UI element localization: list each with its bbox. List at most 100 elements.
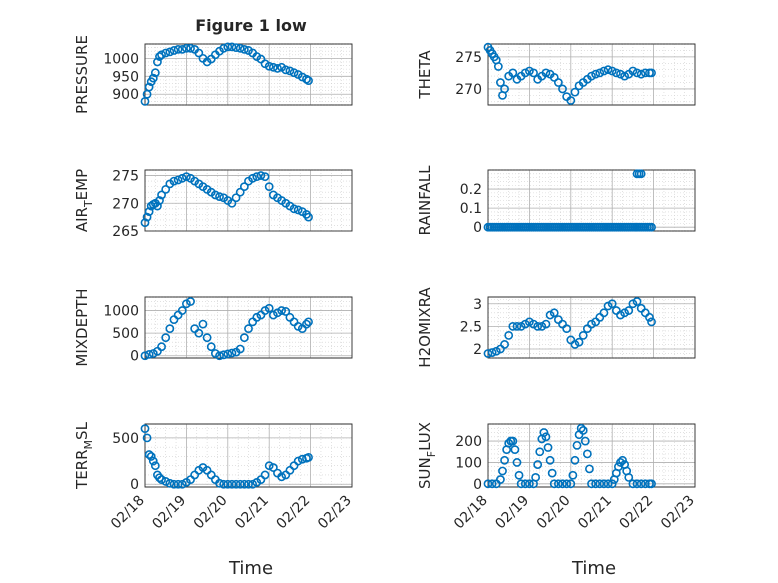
data-point (293, 456, 303, 466)
axes-box (487, 43, 696, 106)
y-axis-label: AIRTEMP (73, 169, 95, 232)
axes-box (144, 43, 353, 106)
data-point (215, 478, 224, 488)
data-point (483, 349, 493, 358)
subplot-h2omixra: 2 2.5 3 H2OMIXRA (416, 287, 696, 368)
data-point (227, 348, 237, 358)
data-point (624, 472, 634, 482)
data-point (153, 57, 162, 67)
data-point (541, 319, 551, 329)
data-point (493, 62, 503, 71)
data-point (210, 190, 220, 200)
data-point (304, 212, 313, 222)
data-point (277, 472, 287, 482)
data-point (231, 193, 241, 203)
data-point (169, 176, 179, 186)
data-point (256, 171, 266, 180)
data-point (181, 43, 191, 53)
data-point (549, 479, 559, 489)
data-point (585, 464, 594, 474)
data-point (231, 43, 241, 52)
data-point (173, 479, 183, 489)
data-point (549, 72, 559, 82)
data-point (268, 62, 278, 72)
data-point (547, 468, 557, 478)
data-point (157, 190, 166, 200)
y-tick-label: 2 (473, 342, 482, 358)
data-point (632, 68, 642, 78)
data-point (202, 333, 212, 343)
data-point (157, 50, 166, 60)
data-point (142, 433, 152, 443)
data-point (227, 42, 237, 52)
data-point (628, 479, 638, 489)
x-tick-label: 02/23 (658, 493, 698, 533)
data-point (239, 44, 249, 54)
x-tick-label: 02/23 (315, 493, 355, 533)
data-point (487, 348, 497, 357)
data-point (157, 342, 166, 352)
y-tick-label: 500 (112, 431, 139, 447)
data-point (289, 204, 299, 214)
subplot-air-temp: 265 270 275 AIRTEMP (73, 169, 353, 240)
data-point (607, 66, 617, 76)
data-point (142, 212, 152, 222)
data-point (239, 333, 249, 343)
x-tick-label: 02/21 (575, 493, 615, 533)
data-point (264, 461, 274, 471)
data-point (500, 84, 509, 94)
data-point (277, 306, 287, 315)
data-point (570, 455, 580, 465)
data-point (248, 479, 258, 489)
data-point (206, 342, 216, 352)
data-point (235, 187, 245, 197)
subplot-pressure: 900 950 1000 PRESSURE (73, 35, 353, 114)
data-point (293, 205, 303, 215)
subplot-theta: 270 275 THETA (416, 42, 696, 106)
data-point (140, 424, 150, 434)
data-point (235, 344, 245, 354)
data-point (647, 317, 656, 327)
data-point (529, 68, 538, 78)
data-point (562, 324, 572, 334)
axes-box (144, 169, 353, 232)
y-tick-label: 270 (112, 196, 139, 212)
y-tick-label: 0.1 (460, 201, 482, 217)
y-axis-label: SUNFLUX (416, 422, 438, 489)
data-point (248, 173, 258, 183)
data-point (516, 479, 526, 489)
y-tick-label: 2.5 (460, 319, 482, 335)
data-point (244, 479, 253, 489)
data-point (508, 321, 518, 331)
data-point (186, 297, 195, 306)
data-point (194, 328, 204, 338)
data-point (165, 324, 175, 334)
data-point (304, 452, 313, 462)
data-point (558, 479, 567, 489)
data-point (599, 308, 609, 318)
data-point (223, 42, 233, 52)
data-point (177, 44, 187, 54)
data-point (599, 66, 609, 76)
data-point (144, 207, 154, 216)
y-tick-label: 1000 (103, 51, 139, 67)
data-point (624, 306, 634, 315)
y-tick-label: 0 (473, 220, 482, 236)
data-point (150, 461, 160, 471)
x-axis-label-right: Time (571, 558, 616, 579)
data-point (281, 65, 291, 75)
data-point (572, 440, 582, 450)
data-point (273, 64, 282, 73)
data-point (636, 479, 646, 489)
data-point (531, 472, 541, 482)
data-point (535, 447, 545, 457)
y-axis-label: H2OMIXRA (416, 287, 434, 368)
data-point (215, 351, 224, 361)
data-point (591, 69, 601, 79)
data-point (533, 321, 543, 331)
figure-title: Figure 1 low (195, 16, 307, 35)
data-point (165, 478, 175, 488)
y-tick-label: 275 (455, 50, 482, 66)
